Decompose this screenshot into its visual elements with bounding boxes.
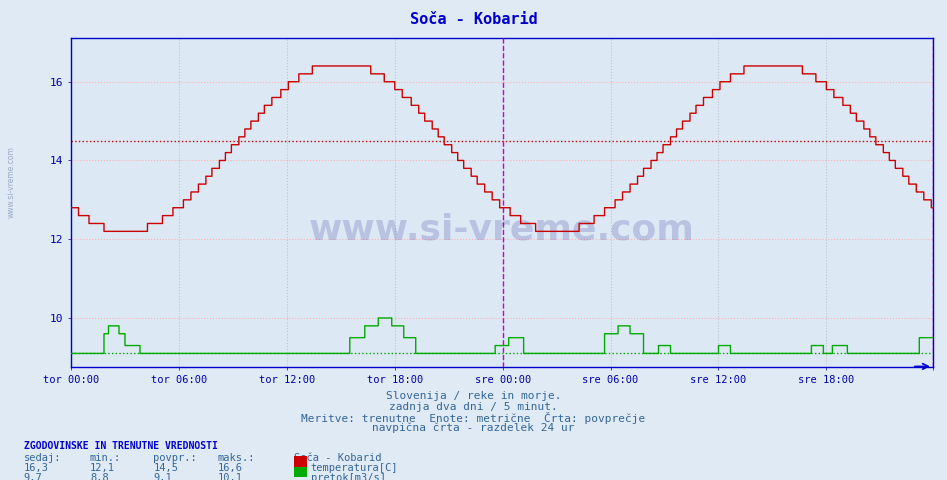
Text: Soča - Kobarid: Soča - Kobarid [410,12,537,27]
Text: ZGODOVINSKE IN TRENUTNE VREDNOSTI: ZGODOVINSKE IN TRENUTNE VREDNOSTI [24,441,218,451]
Text: 8,8: 8,8 [90,473,109,480]
Text: 9,1: 9,1 [153,473,172,480]
Text: www.si-vreme.com: www.si-vreme.com [309,212,695,246]
Text: navpična črta - razdelek 24 ur: navpična črta - razdelek 24 ur [372,423,575,433]
Text: Meritve: trenutne  Enote: metrične  Črta: povprečje: Meritve: trenutne Enote: metrične Črta: … [301,412,646,424]
Text: pretok[m3/s]: pretok[m3/s] [311,473,385,480]
Text: 16,3: 16,3 [24,463,48,473]
Text: min.:: min.: [90,453,121,463]
Text: 9,7: 9,7 [24,473,43,480]
Text: 14,5: 14,5 [153,463,178,473]
Text: zadnja dva dni / 5 minut.: zadnja dva dni / 5 minut. [389,402,558,412]
Text: povpr.:: povpr.: [153,453,197,463]
Text: sedaj:: sedaj: [24,453,62,463]
Text: 16,6: 16,6 [218,463,242,473]
Text: temperatura[C]: temperatura[C] [311,463,398,473]
Text: maks.:: maks.: [218,453,256,463]
Text: 12,1: 12,1 [90,463,115,473]
Text: Slovenija / reke in morje.: Slovenija / reke in morje. [385,391,562,401]
Text: www.si-vreme.com: www.si-vreme.com [7,146,16,218]
Text: 10,1: 10,1 [218,473,242,480]
Text: Soča - Kobarid: Soča - Kobarid [294,453,381,463]
